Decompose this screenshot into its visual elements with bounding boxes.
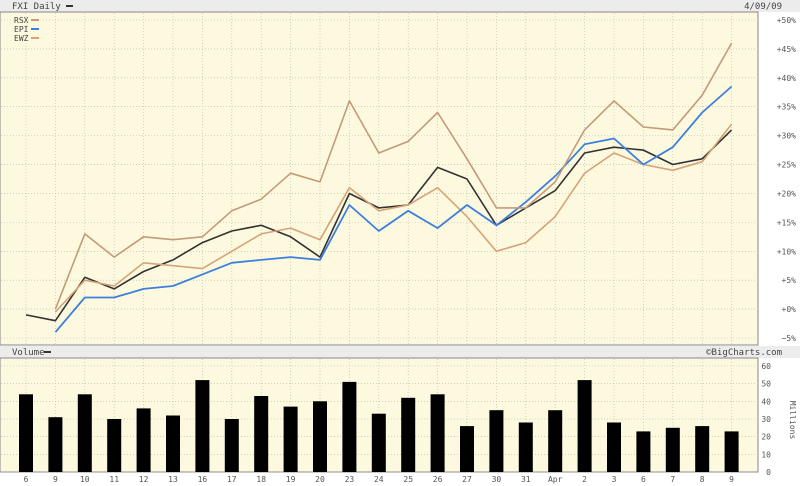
x-axis-label: 31: [521, 475, 531, 484]
volume-bar: [107, 419, 122, 472]
x-axis-label: 9: [53, 475, 58, 484]
price-tick-label: +50%: [777, 16, 796, 25]
x-axis-label: 8: [700, 475, 705, 484]
x-axis-label: 2: [582, 475, 587, 484]
volume-bar: [254, 396, 269, 472]
price-axis-ticks: −5% +0% +5% +10% +15% +20% +25% +30% +35% +40% +45…: [777, 16, 796, 343]
volume-bar: [636, 431, 651, 472]
volume-bar: [19, 394, 33, 472]
price-tick-label: +40%: [777, 74, 796, 83]
price-tick-label: −5%: [782, 334, 797, 343]
x-axis-label: 24: [374, 475, 384, 484]
volume-bar: [313, 401, 327, 472]
volume-bar: [695, 426, 710, 472]
x-axis-label: 20: [315, 475, 325, 484]
volume-bar: [371, 413, 386, 472]
volume-bar: [665, 427, 680, 472]
chart-title-dash: [66, 5, 73, 7]
volume-bar: [166, 415, 180, 472]
series-line-ewz: [54, 123, 733, 313]
x-axis-label: 13: [168, 475, 178, 484]
legend-label-rsx: RSX: [14, 16, 29, 25]
x-axis-label: 6: [24, 475, 29, 484]
volume-tick-label: 20: [761, 433, 771, 442]
x-axis-label: 27: [462, 475, 472, 484]
x-axis-label: 23: [345, 475, 355, 484]
volume-bar: [577, 380, 592, 472]
legend-label-ewz: EWZ: [14, 34, 29, 43]
volume-bar: [401, 397, 416, 472]
x-axis-labels: 6 9 10 11 12 13 16 17 18 19 20 23 24 25 26 27 30 31 Apr 2 3 6…: [24, 475, 735, 484]
volume-title-dash: [44, 351, 51, 353]
volume-tick-label: 50: [761, 380, 771, 389]
x-axis-label: 16: [198, 475, 208, 484]
volume-tick-label: 60: [761, 362, 771, 371]
x-axis-label: 30: [492, 475, 502, 484]
x-axis-label: 10: [80, 475, 90, 484]
volume-bar: [224, 419, 239, 472]
x-axis-label: 11: [109, 475, 119, 484]
volume-bar: [430, 394, 445, 472]
volume-bar: [724, 431, 739, 472]
volume-unit-label: Millions: [788, 401, 797, 440]
volume-bars: [19, 380, 739, 472]
x-axis-label: Apr: [548, 475, 563, 484]
price-tick-label: +30%: [777, 132, 796, 141]
chart-date: 4/09/09: [744, 2, 782, 12]
x-axis-label: 12: [139, 475, 149, 484]
volume-bar: [77, 394, 92, 472]
volume-title: Volume: [12, 348, 45, 358]
price-tick-label: +5%: [782, 276, 797, 285]
x-axis-label: 3: [612, 475, 617, 484]
price-tick-label: +20%: [777, 189, 796, 198]
price-tick-label: +25%: [777, 161, 796, 170]
chart-title: FXI Daily: [12, 2, 61, 12]
x-axis-label: 6: [641, 475, 646, 484]
volume-bar: [460, 426, 474, 472]
price-tick-label: +0%: [782, 305, 797, 314]
x-axis-label: 25: [403, 475, 413, 484]
price-tick-label: +35%: [777, 103, 796, 112]
volume-bar: [342, 381, 357, 472]
x-axis-label: 7: [670, 475, 675, 484]
volume-bar: [195, 380, 210, 472]
x-axis-label: 9: [729, 475, 734, 484]
volume-bar: [518, 422, 533, 472]
x-axis-label: 26: [433, 475, 443, 484]
x-axis-label: 19: [286, 475, 296, 484]
series-line-epi: [54, 85, 733, 333]
volume-bar: [136, 408, 151, 472]
header-bar: [0, 0, 800, 12]
volume-tick-label: 10: [761, 450, 771, 459]
x-axis-label: 18: [256, 475, 266, 484]
price-tick-label: +15%: [777, 218, 796, 227]
volume-bar: [48, 417, 63, 472]
volume-header-bar: [0, 346, 800, 358]
price-tick-label: +45%: [777, 45, 796, 54]
volume-tick-label: 0: [766, 468, 771, 477]
series-line-unlabeled: [25, 129, 733, 322]
volume-axis-ticks: 0 10 20 30 40 50 60: [761, 362, 771, 477]
price-tick-label: +10%: [777, 247, 796, 256]
price-series-lines: [25, 42, 733, 333]
volume-bar: [283, 406, 298, 472]
volume-bar: [489, 410, 504, 472]
volume-tick-label: 30: [761, 415, 771, 424]
volume-tick-label: 40: [761, 397, 771, 406]
legend-label-epi: EPI: [14, 25, 29, 34]
volume-bar: [548, 410, 563, 472]
x-axis-label: 17: [227, 475, 237, 484]
series-line-rsx: [54, 42, 733, 310]
chart-credit: ©BigCharts.com: [706, 348, 782, 358]
volume-bar: [607, 422, 621, 472]
price-gridlines: [1, 13, 757, 344]
